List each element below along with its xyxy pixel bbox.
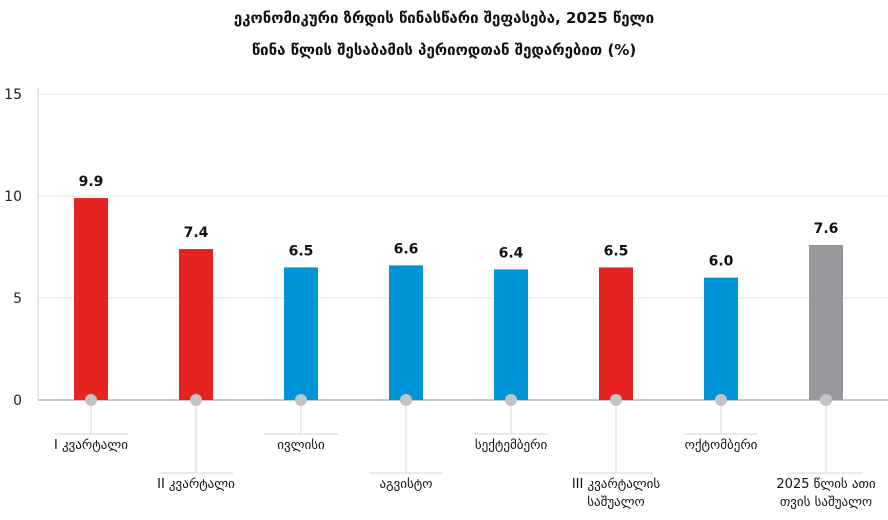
data-label: 6.5 — [289, 243, 314, 259]
y-tick-label: 10 — [4, 189, 22, 205]
y-tick-label: 15 — [4, 87, 22, 103]
bar — [389, 265, 423, 400]
data-label: 6.4 — [499, 245, 524, 261]
data-label: 7.4 — [184, 225, 209, 241]
bar — [599, 267, 633, 400]
bar — [179, 249, 213, 400]
axis-marker — [190, 394, 202, 406]
x-tick-label: აგვისტო — [379, 477, 432, 492]
axis-marker — [715, 394, 727, 406]
chart-title: ეკონომიკური ზრდის წინასწარი შეფასება, 20… — [233, 9, 655, 27]
data-label: 7.6 — [814, 221, 839, 237]
x-tick-label: ოქტომბერი — [685, 438, 758, 453]
x-tick-label: ივლისი — [277, 438, 325, 453]
x-tick-label: I კვარტალი — [54, 438, 128, 453]
y-tick-label: 5 — [13, 291, 22, 307]
x-tick-label: 2025 წლის ათი თვის საშუალო — [776, 477, 875, 510]
axis-marker — [610, 394, 622, 406]
bar — [704, 277, 738, 400]
y-tick-label: 0 — [13, 393, 22, 409]
data-label: 6.6 — [394, 241, 419, 257]
data-label: 9.9 — [79, 174, 104, 190]
axis-marker — [295, 394, 307, 406]
chart-subtitle: წინა წლის შესაბამის პერიოდთან შედარებით … — [251, 41, 637, 59]
axis-marker — [820, 394, 832, 406]
axis-marker — [400, 394, 412, 406]
x-tick-label: II კვარტალი — [157, 477, 235, 492]
bar — [809, 244, 843, 400]
x-tick-label: III კვარტალის საშუალო — [572, 477, 661, 510]
axis-marker — [505, 394, 517, 406]
axis-marker — [85, 394, 97, 406]
bar — [494, 269, 528, 400]
bar — [74, 198, 108, 400]
bar — [284, 267, 318, 400]
data-label: 6.0 — [709, 254, 734, 270]
x-tick-label: სექტემბერი — [475, 438, 548, 453]
data-label: 6.5 — [604, 243, 629, 259]
